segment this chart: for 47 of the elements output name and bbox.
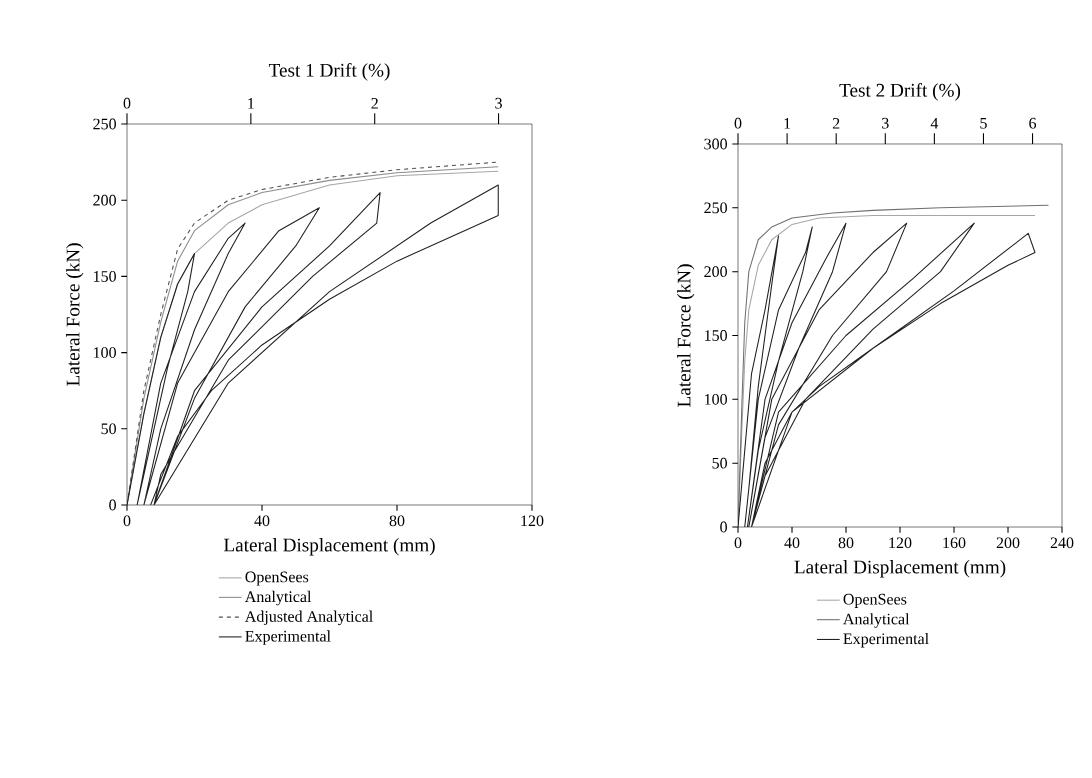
legend-label: Experimental: [245, 630, 331, 645]
x2-tick-label: 0: [734, 117, 742, 129]
legend-label: Experimental: [843, 632, 929, 648]
x-tick-label: 120: [521, 515, 544, 527]
legend-label: Analytical: [244, 590, 312, 606]
x-tick-label: 0: [734, 537, 742, 549]
x2-tick-label: 1: [784, 118, 791, 129]
x2-axis-title: Test 2 Drift (%): [839, 83, 961, 101]
x2-tick-label: 4: [930, 118, 939, 129]
legend-label: Adjusted Analytical: [244, 610, 373, 626]
y-tick-label: 150: [705, 330, 727, 341]
x-tick-label: 40: [254, 515, 270, 527]
y-tick-label: 150: [94, 271, 116, 282]
x-tick-label: 240: [1050, 537, 1074, 549]
x-tick-label: 0: [123, 515, 131, 527]
y-tick-label: 50: [101, 423, 116, 435]
x2-axis-title: Test 1 Drift (%): [268, 63, 390, 81]
y-tick-label: 100: [705, 393, 727, 405]
legend-label: OpenSees: [843, 593, 907, 608]
y-tick-label: 200: [704, 266, 727, 278]
x-tick-label: 160: [943, 537, 966, 549]
x2-tick-label: 3: [495, 97, 502, 109]
y-tick-label: 100: [94, 347, 116, 358]
x2-tick-label: 6: [1029, 117, 1037, 129]
x2-tick-label: 2: [371, 98, 378, 109]
y-axis-title: Lateral Force (kN): [677, 264, 695, 407]
x-tick-label: 80: [838, 537, 854, 549]
x-tick-label: 200: [996, 537, 1020, 549]
x-axis-title: Lateral Displacement (mm): [794, 560, 1006, 578]
x2-tick-label: 3: [882, 117, 889, 129]
y-tick-label: 300: [704, 138, 727, 150]
y-tick-label: 250: [93, 118, 116, 130]
y-tick-label: 250: [704, 202, 727, 214]
y-tick-label: 50: [712, 457, 727, 469]
x2-tick-label: 0: [123, 97, 131, 109]
legend-label: Analytical: [843, 613, 910, 628]
legend-label: OpenSees: [245, 571, 309, 586]
x-tick-label: 120: [889, 537, 912, 549]
x2-tick-label: 5: [980, 117, 987, 129]
y-axis-title: Lateral Force (kN): [66, 243, 84, 386]
x-axis-title: Lateral Displacement (mm): [223, 538, 435, 556]
x-tick-label: 40: [784, 537, 800, 549]
x-tick-label: 80: [389, 515, 405, 527]
y-tick-label: 0: [109, 499, 116, 511]
x2-tick-label: 1: [248, 98, 254, 109]
x2-tick-label: 2: [832, 118, 840, 129]
y-tick-label: 200: [93, 194, 116, 206]
